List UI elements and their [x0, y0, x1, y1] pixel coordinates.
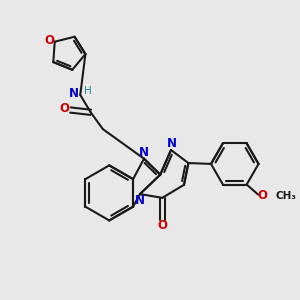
Text: O: O [157, 220, 167, 232]
Text: N: N [134, 194, 144, 207]
Text: O: O [258, 189, 268, 202]
Text: H: H [84, 86, 92, 96]
Text: O: O [59, 102, 69, 115]
Text: O: O [44, 34, 55, 47]
Text: N: N [138, 146, 148, 159]
Text: N: N [167, 137, 177, 150]
Text: CH₃: CH₃ [275, 191, 296, 201]
Text: N: N [69, 87, 79, 100]
